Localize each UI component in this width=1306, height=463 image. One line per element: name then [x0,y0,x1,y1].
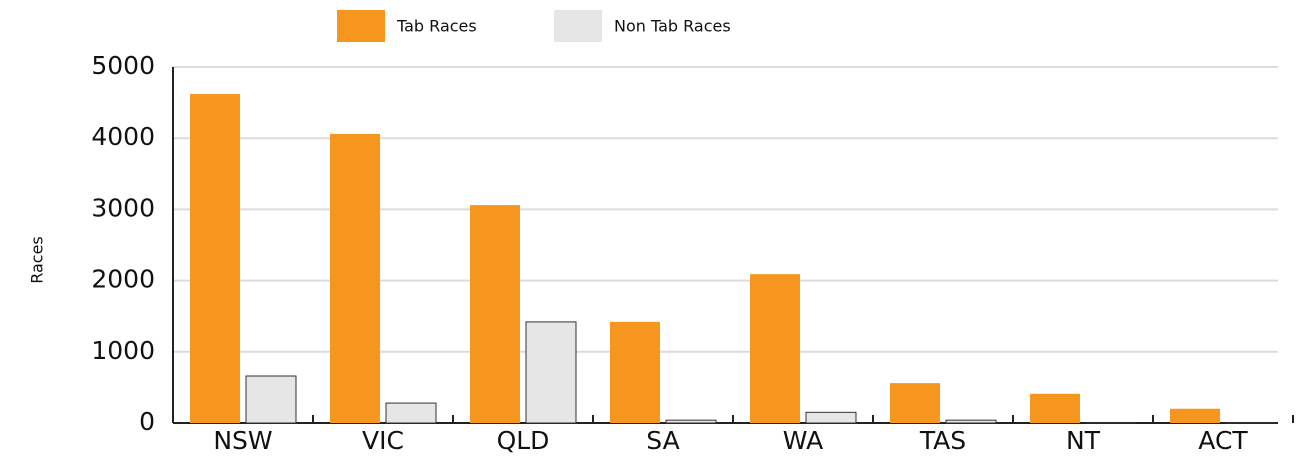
y-tick-label: 0 [139,407,155,436]
y-tick-label: 3000 [91,193,155,222]
x-tick-label: NT [1066,426,1101,455]
bar [946,420,996,423]
x-tick-label: TAS [919,426,966,455]
bar [806,412,856,423]
x-tick-label: WA [783,426,823,455]
y-axis-label: Races [28,236,47,284]
legend-swatch [337,10,385,42]
y-tick-label: 1000 [91,336,155,365]
legend-label: Non Tab Races [614,17,731,36]
legend-swatch [554,10,602,42]
bar [526,322,576,423]
x-tick-label: QLD [497,426,550,455]
x-tick-label: NSW [213,426,272,455]
bar [190,94,240,423]
bar [750,274,800,423]
bar [246,376,296,423]
x-tick-label: VIC [362,426,404,455]
y-tick-label: 4000 [91,122,155,151]
bar [666,420,716,423]
bar [1030,394,1080,423]
bar [386,403,436,423]
bar [610,322,660,423]
legend-label: Tab Races [396,17,477,36]
bar [890,383,940,423]
bar [1170,409,1220,423]
x-tick-label: ACT [1198,426,1248,455]
y-tick-label: 5000 [91,51,155,80]
bar [330,134,380,423]
y-tick-label: 2000 [91,265,155,294]
x-tick-label: SA [646,426,679,455]
bar [470,205,520,423]
